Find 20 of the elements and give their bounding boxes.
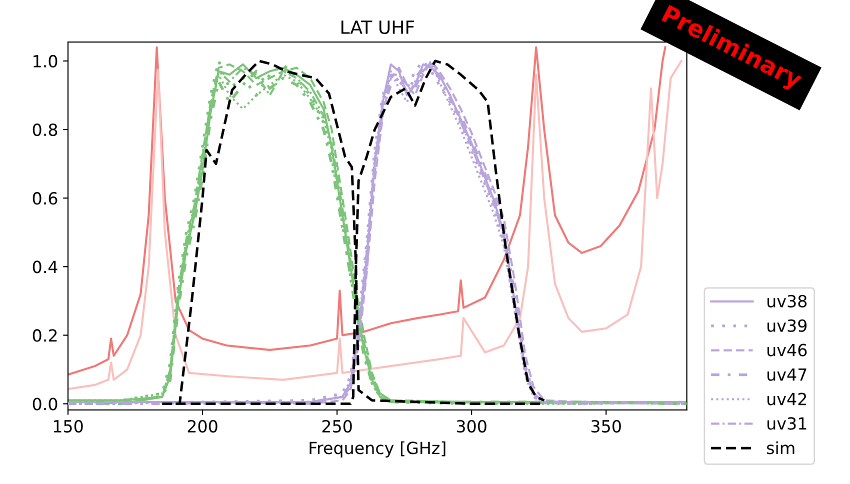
y-tick-label: 0.4 bbox=[32, 260, 58, 274]
y-tick-label: 0.0 bbox=[32, 398, 58, 410]
y-tick-label: 1.0 bbox=[34, 54, 58, 68]
legend-label: uv47 bbox=[768, 368, 806, 381]
chart-title: LAT UHF bbox=[341, 20, 414, 34]
x-tick-label: 150 bbox=[54, 420, 83, 433]
legend-label: sim bbox=[766, 441, 794, 454]
legend-label: uv39 bbox=[768, 319, 807, 332]
y-tick-label: 0.2 bbox=[32, 329, 57, 342]
y-tick-label: 0.6 bbox=[32, 192, 58, 205]
x-tick-label: 350 bbox=[591, 420, 621, 433]
legend-label: uv38 bbox=[768, 294, 807, 308]
legend-label: uv31 bbox=[768, 417, 806, 430]
x-tick-label: 200 bbox=[188, 420, 218, 433]
x-tick-label: 300 bbox=[456, 420, 486, 433]
y-tick-label: 0.8 bbox=[32, 123, 58, 136]
legend-label: uv42 bbox=[768, 392, 806, 406]
x-tick-label: 250 bbox=[322, 420, 352, 433]
legend-label: uv46 bbox=[768, 344, 807, 356]
x-axis-title: Frequency [GHz] bbox=[310, 441, 446, 458]
